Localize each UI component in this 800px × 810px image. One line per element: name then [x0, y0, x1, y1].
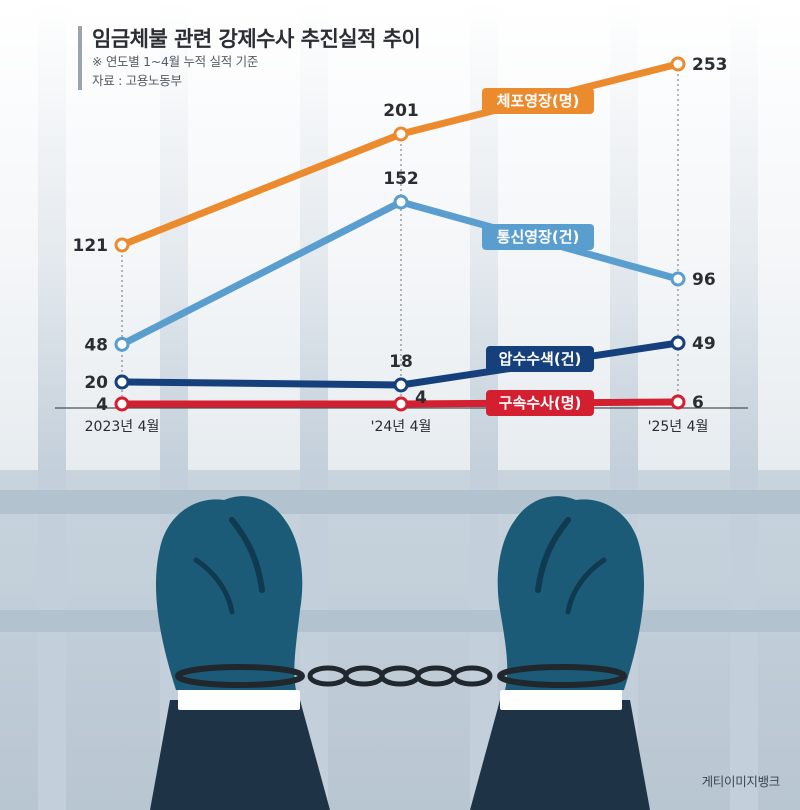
data-label: 121	[73, 236, 109, 256]
data-label: 20	[84, 373, 108, 393]
chart-note: ※ 연도별 1~4월 누적 실적 기준	[92, 54, 259, 69]
series-label: 체포영장(명)	[482, 88, 594, 114]
chart-header: 임금체불 관련 강제수사 추진실적 추이 ※ 연도별 1~4월 누적 실적 기준…	[78, 26, 421, 90]
data-point	[670, 335, 686, 351]
data-point	[670, 56, 686, 72]
series-label-text: 압수수색(건)	[499, 350, 582, 368]
data-point	[393, 396, 409, 412]
series-label-text: 구속수사(명)	[499, 394, 582, 412]
data-label: 253	[692, 55, 728, 75]
series-label-box	[486, 346, 594, 372]
data-point	[670, 271, 686, 287]
data-label: 49	[692, 334, 716, 354]
data-point	[393, 194, 409, 210]
data-point	[114, 374, 130, 390]
x-tick-label: 2023년 4월	[85, 419, 160, 435]
data-label: 48	[84, 335, 108, 355]
data-label: 152	[383, 169, 419, 189]
data-label: 96	[692, 270, 716, 290]
data-point	[393, 126, 409, 142]
data-point	[114, 396, 130, 412]
chart-source: 자료 : 고용노동부	[92, 73, 182, 88]
series-label-box	[486, 390, 594, 416]
chart-title: 임금체불 관련 강제수사 추진실적 추이	[92, 27, 421, 51]
series-label-box	[482, 224, 594, 250]
series-label: 구속수사(명)	[486, 390, 594, 416]
line-chart: 121 201 253 48 152 96 20 18 49 4 4 6 체포영장(명) 통신영장(건)…	[55, 55, 748, 435]
data-label: 201	[383, 101, 419, 121]
data-point	[393, 377, 409, 393]
series-label: 압수수색(건)	[486, 346, 594, 372]
data-label: 6	[692, 393, 704, 413]
x-tick-label: '25년 4월	[648, 419, 709, 435]
data-point	[670, 394, 686, 410]
data-label: 4	[96, 395, 108, 415]
series-label: 통신영장(건)	[482, 224, 594, 250]
data-label: 4	[415, 388, 427, 408]
data-point	[114, 336, 130, 352]
data-label: 18	[389, 352, 413, 372]
handcuffed-hands-illustration	[150, 496, 650, 810]
data-point	[114, 237, 130, 253]
x-tick-label: '24년 4월	[371, 419, 432, 435]
image-credit: 게티이미지뱅크	[701, 774, 781, 789]
series-label-text: 체포영장(명)	[497, 92, 580, 110]
series-label-text: 통신영장(건)	[497, 228, 580, 246]
series-label-box	[482, 88, 594, 114]
